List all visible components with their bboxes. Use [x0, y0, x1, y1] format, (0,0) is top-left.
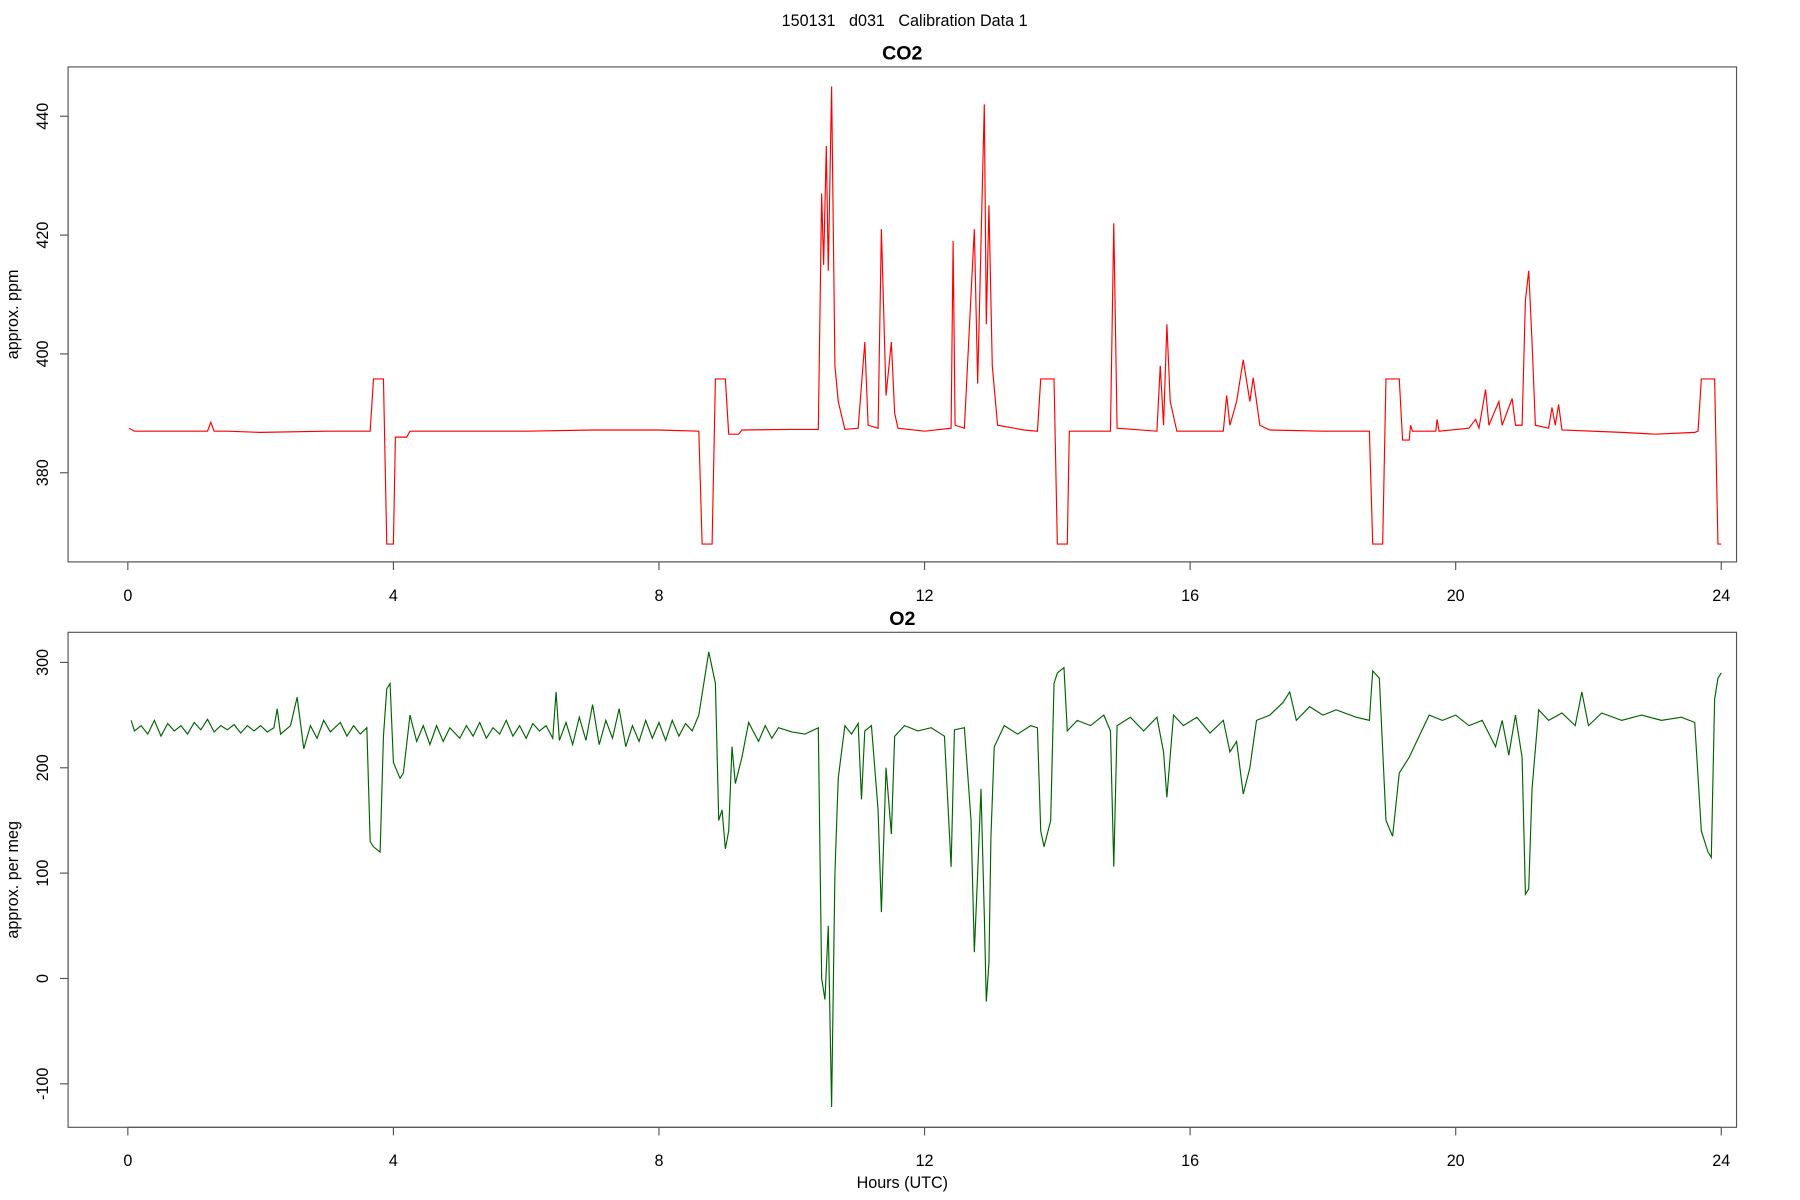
- x-tick-label: 0: [123, 587, 132, 605]
- data-line: [128, 86, 1722, 545]
- figure-title: 150131 d031 Calibration Data 1: [782, 12, 1028, 30]
- y-tick-label: 380: [34, 459, 52, 486]
- x-tick-label: 12: [916, 1152, 934, 1170]
- x-tick-label: 0: [123, 1152, 132, 1170]
- y-tick-label: -100: [34, 1068, 52, 1100]
- x-tick-label: 4: [389, 1152, 398, 1170]
- x-tick-label: 24: [1712, 1152, 1730, 1170]
- x-axis-label: Hours (UTC): [857, 1174, 948, 1192]
- y-tick-label: 200: [34, 754, 52, 781]
- x-tick-label: 24: [1712, 587, 1730, 605]
- panel-title: O2: [889, 608, 915, 630]
- y-tick-label: 300: [34, 649, 52, 676]
- x-tick-label: 4: [389, 587, 398, 605]
- plot-frame: [67, 631, 1738, 1128]
- x-tick-label: 16: [1181, 587, 1199, 605]
- y-axis-label: approx. per meg: [4, 821, 22, 939]
- x-tick-label: 8: [654, 587, 663, 605]
- x-tick-label: 8: [654, 1152, 663, 1170]
- plot-frame: [67, 66, 1738, 563]
- x-tick-label: 16: [1181, 1152, 1199, 1170]
- y-tick-label: 100: [34, 860, 52, 887]
- x-tick-label: 20: [1447, 1152, 1465, 1170]
- panel-title: CO2: [882, 42, 922, 64]
- x-tick-label: 12: [916, 587, 934, 605]
- y-tick-label: 440: [34, 103, 52, 130]
- data-line: [130, 651, 1722, 1107]
- x-tick-label: 20: [1447, 587, 1465, 605]
- y-tick-label: 400: [34, 340, 52, 367]
- y-tick-label: 420: [34, 222, 52, 249]
- y-tick-label: 0: [34, 974, 52, 983]
- y-axis-label: approx. ppm: [4, 270, 22, 360]
